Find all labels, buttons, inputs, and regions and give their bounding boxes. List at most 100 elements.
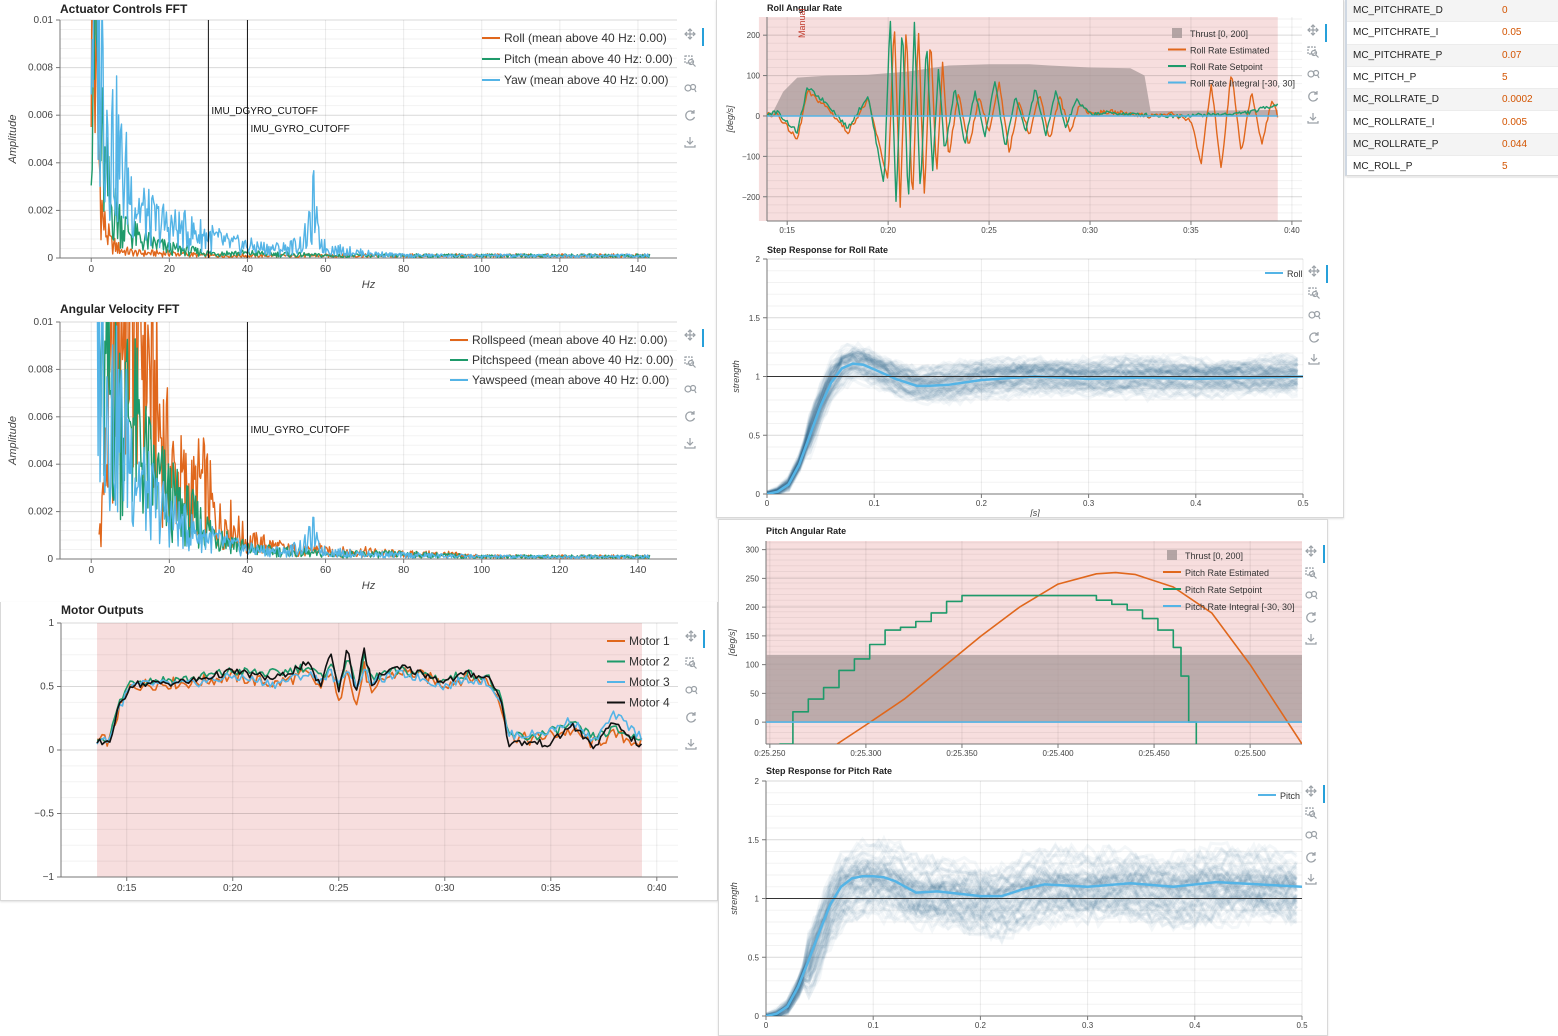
chart-legend: Roll — [1265, 269, 1303, 279]
x-tick-label: 0:40 — [1284, 226, 1300, 235]
wheel-zoom-icon[interactable] — [1305, 830, 1318, 840]
legend-item[interactable]: Pitch Rate Integral [-30, 30] — [1163, 602, 1295, 612]
chart-toolbar — [1308, 265, 1328, 365]
series-line-3 — [779, 594, 1198, 744]
y-tick-label: 1 — [48, 618, 54, 629]
wheel-zoom-icon[interactable] — [1307, 69, 1320, 79]
save-icon[interactable] — [1308, 354, 1320, 365]
pan-icon[interactable] — [1308, 265, 1320, 277]
y-tick-label: 200 — [747, 31, 761, 40]
pan-icon[interactable] — [684, 28, 696, 40]
pan-icon[interactable] — [685, 630, 697, 642]
legend-item[interactable]: Pitch — [1258, 791, 1300, 801]
density-trace — [767, 349, 1299, 494]
density-trace — [766, 865, 1298, 1016]
legend-item[interactable]: Pitchspeed (mean above 40 Hz: 0.00) — [450, 353, 673, 367]
legend-item[interactable]: Yawspeed (mean above 40 Hz: 0.00) — [450, 373, 669, 387]
legend-item[interactable]: Rollspeed (mean above 40 Hz: 0.00) — [450, 333, 667, 347]
box-zoom-icon[interactable] — [685, 657, 697, 669]
box-zoom-icon[interactable] — [684, 55, 696, 67]
legend-item[interactable]: Motor 1 — [607, 634, 670, 648]
box-zoom-icon[interactable] — [1305, 567, 1317, 579]
legend-item[interactable]: Motor 3 — [607, 675, 670, 689]
save-icon[interactable] — [684, 438, 696, 449]
y-tick-label: 300 — [746, 546, 760, 555]
density-trace — [766, 877, 1298, 1016]
param-name: MC_ROLLRATE_D — [1347, 88, 1496, 112]
wheel-zoom-lens — [1310, 830, 1318, 838]
density-trace — [766, 847, 1298, 1016]
legend-label: Pitchspeed (mean above 40 Hz: 0.00) — [472, 353, 673, 367]
pitch-step-response-chart[interactable]: Step Response for Pitch Rate 0 0.5 1 1.5 2 0 0.… — [719, 766, 1327, 1035]
actuator-controls-fft-chart[interactable]: Actuator Controls FFT 0 0.002 0.004 0.006 0.0… — [0, 0, 716, 300]
density-trace — [767, 351, 1299, 494]
reset-icon[interactable] — [1306, 612, 1317, 623]
save-icon[interactable] — [1305, 634, 1317, 645]
legend-item[interactable]: Pitch (mean above 40 Hz: 0.00) — [482, 52, 673, 66]
wheel-zoom-icon[interactable] — [1308, 310, 1321, 320]
legend-swatch — [1167, 550, 1177, 560]
box-zoom-icon[interactable] — [1305, 807, 1317, 819]
legend-item[interactable]: Motor 4 — [607, 696, 670, 710]
y-axis-label: Amplitude — [7, 416, 19, 466]
reset-icon[interactable] — [1306, 852, 1317, 863]
chart-title: Step Response for Pitch Rate — [766, 766, 892, 776]
pitch-angular-rate-chart[interactable]: Pitch Angular Rate 0 50 100 150 200 250 300 0:25… — [719, 520, 1327, 766]
legend-item[interactable]: Roll — [1265, 269, 1303, 279]
legend-item[interactable]: Roll Rate Estimated — [1168, 46, 1270, 56]
pan-icon[interactable] — [1305, 785, 1317, 797]
y-tick-label: 0.004 — [28, 158, 53, 169]
save-icon[interactable] — [684, 137, 696, 148]
density-trace — [766, 838, 1298, 1016]
chart-legend: Rollspeed (mean above 40 Hz: 0.00) Pitchs… — [450, 333, 673, 387]
wheel-zoom-lens — [1313, 310, 1321, 318]
box-zoom-icon[interactable] — [1308, 287, 1320, 299]
chart-legend: Pitch — [1258, 791, 1300, 801]
reset-icon[interactable] — [1308, 91, 1319, 102]
save-icon[interactable] — [1307, 113, 1319, 124]
density-trace — [766, 834, 1297, 1016]
density-trace — [767, 349, 1298, 494]
legend-item[interactable]: Yaw (mean above 40 Hz: 0.00) — [482, 73, 669, 87]
wheel-zoom-handle — [1314, 835, 1318, 840]
density-trace — [776, 879, 1298, 1016]
motor-outputs-chart[interactable]: Motor Outputs −1 −0.5 0 0.5 1 0:15 0:20 0:25 0:30… — [1, 602, 717, 900]
wheel-zoom-handle — [693, 88, 697, 93]
x-tick-label: 0.4 — [1190, 499, 1202, 508]
wheel-zoom-icon[interactable] — [685, 685, 698, 695]
pan-icon[interactable] — [1307, 24, 1319, 36]
box-zoom-icon[interactable] — [1307, 46, 1319, 58]
panel-roll: Roll Angular Rate −200 −100 0 100 200 0:15 0:20… — [716, 0, 1344, 518]
density-trace — [767, 353, 1299, 494]
legend-item[interactable]: Roll Rate Setpoint — [1168, 62, 1263, 72]
legend-item[interactable]: Thrust [0, 200] — [1172, 28, 1248, 39]
density-trace — [768, 366, 1299, 494]
density-trace — [767, 351, 1299, 494]
wheel-zoom-icon[interactable] — [1305, 590, 1318, 600]
y-tick-label: 2 — [756, 255, 761, 264]
pan-icon[interactable] — [684, 329, 696, 341]
legend-item[interactable]: Pitch Rate Estimated — [1163, 568, 1269, 578]
reset-icon[interactable] — [1309, 332, 1320, 343]
legend-item[interactable]: Roll (mean above 40 Hz: 0.00) — [482, 31, 667, 45]
pan-icon[interactable] — [1305, 545, 1317, 557]
wheel-zoom-lens — [689, 384, 697, 392]
density-trace — [766, 882, 1299, 1016]
legend-label: Pitch Rate Estimated — [1185, 568, 1269, 578]
legend-item[interactable]: Pitch Rate Setpoint — [1163, 585, 1263, 595]
legend-item[interactable]: Roll Rate Integral [-30, 30] — [1168, 79, 1295, 89]
density-trace — [767, 362, 1298, 494]
legend-item[interactable]: Motor 2 — [607, 655, 670, 669]
angular-velocity-fft-chart[interactable]: Angular Velocity FFT 0 0.002 0.004 0.006 0.00… — [0, 300, 716, 602]
wheel-zoom-icon[interactable] — [684, 83, 697, 93]
wheel-zoom-icon[interactable] — [684, 384, 697, 394]
box-zoom-icon[interactable] — [684, 356, 696, 368]
reset-icon[interactable] — [685, 110, 696, 121]
reset-icon[interactable] — [685, 411, 696, 422]
save-icon[interactable] — [685, 739, 697, 750]
legend-item[interactable]: Thrust [0, 200] — [1167, 550, 1243, 561]
reset-icon[interactable] — [686, 712, 697, 723]
save-icon[interactable] — [1305, 874, 1317, 885]
roll-angular-rate-chart[interactable]: Roll Angular Rate −200 −100 0 100 200 0:15 0:20… — [717, 0, 1343, 245]
roll-step-response-chart[interactable]: Step Response for Roll Rate 0 0.5 1 1.5 2 0 0.1… — [717, 245, 1343, 517]
